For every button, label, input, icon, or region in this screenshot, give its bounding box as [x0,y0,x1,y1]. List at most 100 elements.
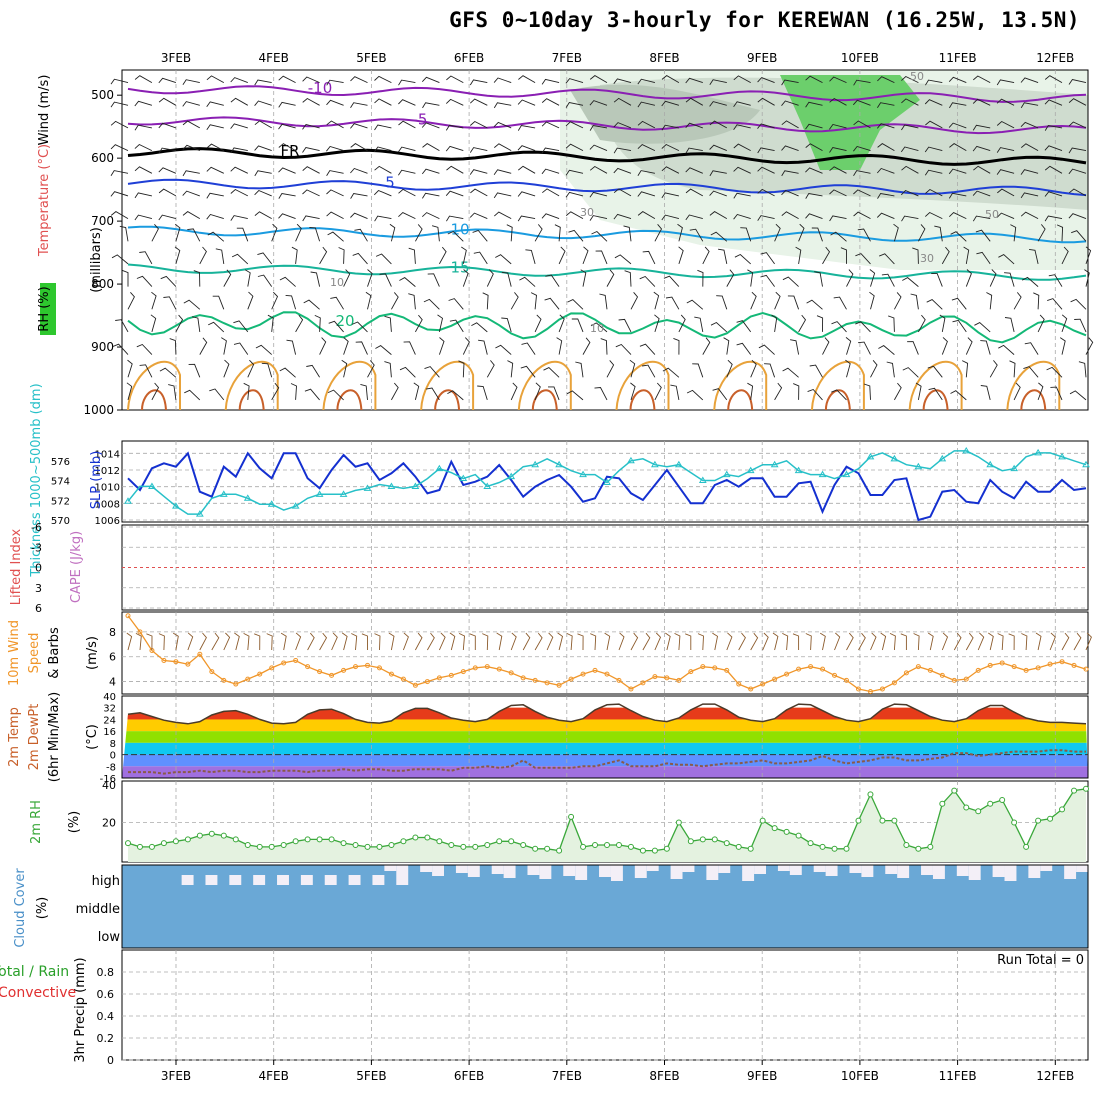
thickness-marker [962,446,971,454]
wind-barb [809,364,823,378]
wind-barb [134,124,152,131]
wind-barb [446,165,464,174]
rh2m-marker [268,843,275,850]
wind-barb [326,211,344,219]
wind-barb [811,227,823,242]
rh2m-marker [388,842,395,848]
wind-barb [1021,276,1039,287]
wind-barb [996,212,1015,220]
wind10-marker [628,686,634,692]
wind-barb [661,214,680,221]
wind-barb [482,292,489,310]
thickness-marker [387,482,396,489]
wind-barb [1004,272,1015,287]
rh2m-marker [544,845,551,852]
wind-barb [566,390,584,401]
rh2m-marker [699,836,706,843]
wind-barb [328,320,344,333]
thickness-marker [172,502,180,509]
wind10-barb [266,633,273,651]
wind10-marker [472,665,478,671]
pressure-tick-label: 1000 [83,403,114,417]
rh-contour-label: 50 [910,70,924,83]
isotherm-line [127,116,1087,135]
wind-barb [757,215,775,221]
wind-barb [747,382,754,400]
temp-axis-label: 2m Temp [7,707,22,767]
low-temp-contour [727,389,754,411]
wind-barb [1037,382,1044,401]
temp-tick-label: 0 [110,751,116,762]
wind-barb [521,342,536,355]
wind-barb [613,147,632,154]
rh2m-marker [987,800,994,807]
wind-barb [471,322,488,333]
cloud-gap [646,865,659,871]
wind-barb [654,382,662,401]
rh2m-marker [1011,819,1018,826]
rh2m-marker [280,842,287,848]
wind10m-frame [121,611,1089,695]
wind-barb [750,291,757,310]
wind10-marker [460,669,466,675]
cloud-gap [777,865,790,871]
rh2m-marker [1071,787,1078,794]
wind-barb [972,190,991,197]
rh2m-marker [580,843,587,850]
top-axis-tick-label: 12FEB [1036,51,1074,65]
wind-barb [710,231,728,242]
wind-barb [793,383,800,400]
slp-tick-label: 1014 [95,449,120,460]
wind10-barb [880,632,887,651]
wind-barb [206,75,225,83]
wind-barb [594,387,608,401]
wind-barb [206,101,224,108]
precip-tick-label: 0.8 [97,966,115,979]
wind10-marker [796,666,802,672]
wind-barb [877,143,895,151]
wind-barb [182,170,200,177]
wind-barb [614,254,632,265]
thickness-marker [555,460,563,468]
wind-barb [230,147,248,154]
wind10-barb [438,632,446,651]
cloud-gap [253,875,266,885]
wind-barb [1056,224,1064,242]
rh-contour-label: 10 [590,322,604,335]
wind-barb [760,274,775,287]
rh2m-marker [256,843,263,850]
wind-barb [901,124,919,131]
wind-barb [781,145,799,152]
wind10-barb [280,632,287,651]
cloud-gap [921,865,933,875]
wind-barb [1070,298,1087,310]
wind-barb [206,124,224,131]
rh2m-marker [807,840,814,847]
wind-barb [254,189,272,197]
wind-barb [350,123,368,129]
wind10-barb [762,632,769,651]
wind-barb [461,246,467,264]
wind-barb [901,215,919,222]
rh2m-marker [436,838,443,845]
wind-barb [159,367,177,378]
wind10-barb [415,632,423,651]
rh2m-marker [951,787,958,794]
wind10-axis-label-speed: Speed [27,633,42,674]
wind-barb [187,228,201,242]
wind-barb [686,389,704,401]
wind-barb [309,227,321,242]
cloud-gap [300,875,313,885]
rh2m-marker [352,842,359,848]
wind10-tick-label: 6 [109,651,116,664]
wind-barb [271,382,280,401]
wind10-barb [243,632,250,651]
wind-barb [384,315,392,332]
wind-barb [174,246,181,265]
wind10-marker [1059,659,1065,665]
temp-units-label: (°C) [85,724,100,750]
rh2m-marker [232,836,239,843]
wind-barb [771,314,778,332]
slp-line [127,451,1087,522]
wind10-marker [867,689,873,695]
